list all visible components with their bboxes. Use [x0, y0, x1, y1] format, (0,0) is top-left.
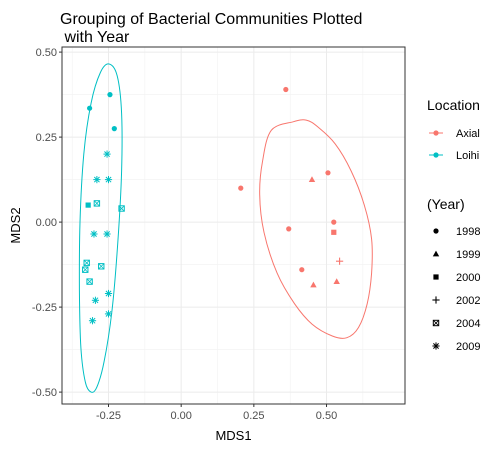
y-tick-label: 0.50	[36, 47, 57, 59]
legend-label: 2002	[456, 295, 480, 307]
legend-label: 1998	[456, 226, 480, 238]
legend-item-axial: Axial	[429, 128, 480, 140]
point-loihi-2009	[90, 230, 98, 238]
point-axial-1998	[283, 86, 289, 93]
legend-key-circle	[433, 228, 439, 234]
x-tick-label: 0.25	[243, 410, 264, 422]
legend-key-boxcross	[432, 319, 440, 327]
point-loihi-1998	[87, 105, 93, 111]
chart-title-line-2: with Year	[60, 29, 130, 46]
data-points	[82, 86, 344, 325]
legend-label: Loihi	[456, 150, 479, 162]
chart-title-line-1: Grouping of Bacterial Communities Plotte…	[60, 11, 362, 28]
x-tick-label: -0.25	[96, 410, 121, 422]
point-loihi-2009	[88, 317, 97, 325]
confidence-ellipses	[78, 63, 373, 393]
ellipse-axial	[259, 119, 373, 339]
point-axial-1998	[325, 170, 331, 176]
legend-item-2002: 2002	[432, 295, 480, 307]
point-axial-2000	[331, 229, 337, 235]
point-axial-1998	[238, 185, 244, 191]
y-tick-label: -0.25	[32, 302, 57, 314]
chart-title: Grouping of Bacterial Communities Plotte…	[60, 11, 362, 46]
point-loihi-2009	[104, 289, 113, 298]
legend-item-1999: 1999	[432, 249, 480, 261]
point-loihi-2004	[83, 259, 90, 267]
point-loihi-2004	[93, 200, 101, 207]
point-axial-1998	[299, 267, 305, 273]
x-tick-label: 0.50	[316, 410, 337, 422]
point-loihi-2004	[82, 266, 89, 273]
point-loihi-2009	[103, 230, 111, 238]
legend-color-title: Location	[427, 97, 480, 113]
point-loihi-2004	[98, 263, 105, 270]
point-axial-1998	[286, 226, 292, 232]
x-axis-label: MDS1	[215, 428, 251, 443]
point-loihi-2009	[104, 310, 113, 318]
legend-label: Axial	[456, 128, 480, 140]
legend-key-asterisk	[432, 342, 440, 350]
y-tick-label: -0.50	[32, 387, 57, 399]
ellipse-loihi	[78, 63, 123, 393]
legend-key-plus	[432, 296, 440, 304]
point-loihi-2009	[104, 176, 113, 184]
point-axial-2002	[335, 257, 344, 265]
point-axial-1999	[308, 176, 316, 182]
legend-key-square	[433, 274, 439, 280]
legend-label: 2004	[456, 318, 480, 330]
legend-label: 2009	[456, 341, 480, 353]
point-loihi-1998	[107, 92, 113, 98]
point-loihi-2009	[93, 176, 101, 184]
legend-item-1998: 1998	[433, 226, 480, 238]
legend: Location Axial Loihi (Year) 1998 1999 2000 2002…	[427, 97, 480, 353]
point-loihi-2000	[85, 202, 91, 208]
point-axial-1999	[310, 281, 317, 288]
plot-panel-border	[61, 46, 406, 405]
legend-label: 1999	[456, 249, 480, 261]
point-axial-1999	[333, 278, 340, 284]
y-axis-label: MDS2	[8, 207, 23, 243]
point-loihi-2004	[86, 278, 93, 285]
x-tick-label: 0.00	[170, 410, 191, 422]
legend-label: 2000	[456, 272, 480, 284]
gridlines	[62, 47, 405, 404]
legend-key-triangle	[432, 250, 440, 257]
point-loihi-1998	[111, 126, 117, 132]
legend-item-2000: 2000	[433, 272, 480, 284]
point-loihi-2004	[118, 205, 125, 212]
legend-item-loihi: Loihi	[429, 150, 479, 162]
y-axis: -0.50 -0.25 0.00 0.25 0.50	[32, 47, 62, 399]
x-axis: -0.25 0.00 0.25 0.50	[96, 404, 337, 422]
point-loihi-2009	[91, 296, 100, 304]
legend-item-2004: 2004	[432, 318, 480, 330]
legend-shape-title: (Year)	[427, 196, 465, 212]
point-axial-1998	[331, 219, 337, 225]
legend-item-2009: 2009	[432, 341, 480, 353]
point-loihi-2009	[103, 150, 111, 158]
y-tick-label: 0.00	[36, 217, 57, 229]
y-tick-label: 0.25	[36, 132, 57, 144]
